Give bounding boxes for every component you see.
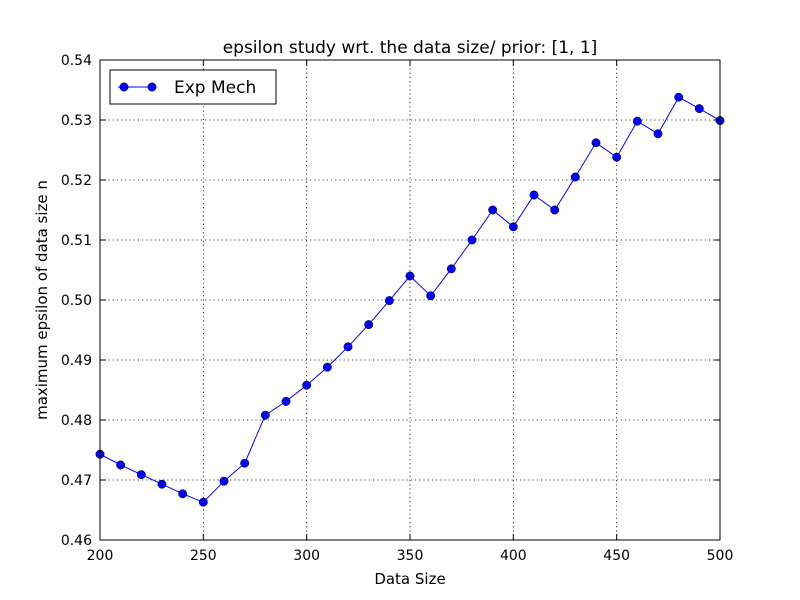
data-point bbox=[343, 342, 353, 352]
series-layer bbox=[95, 92, 725, 507]
data-point bbox=[219, 476, 229, 486]
data-point bbox=[694, 104, 704, 114]
data-point bbox=[508, 222, 518, 232]
data-point bbox=[653, 129, 663, 139]
data-point bbox=[405, 271, 415, 281]
data-point bbox=[198, 497, 208, 507]
x-tick-label: 400 bbox=[500, 548, 527, 564]
y-tick-label: 0.54 bbox=[61, 53, 92, 69]
y-tick-label: 0.52 bbox=[61, 173, 92, 189]
data-point bbox=[446, 264, 456, 274]
data-point bbox=[240, 458, 250, 468]
data-point bbox=[136, 470, 146, 480]
data-point bbox=[178, 489, 188, 499]
data-point bbox=[591, 138, 601, 148]
grid bbox=[100, 60, 720, 540]
y-axis-label: maximum epsilon of data size n bbox=[33, 180, 51, 420]
y-tick-label: 0.51 bbox=[61, 233, 92, 249]
legend: Exp Mech bbox=[109, 69, 277, 105]
legend-marker bbox=[147, 82, 157, 92]
data-point bbox=[426, 291, 436, 301]
y-tick-label: 0.46 bbox=[61, 533, 92, 549]
data-point bbox=[632, 116, 642, 126]
x-tick-label: 300 bbox=[293, 548, 320, 564]
x-tick-label: 200 bbox=[87, 548, 114, 564]
y-tick-label: 0.49 bbox=[61, 353, 92, 369]
data-point bbox=[384, 296, 394, 306]
data-point bbox=[302, 380, 312, 390]
x-axis-label: Data Size bbox=[374, 570, 445, 588]
data-point bbox=[674, 92, 684, 102]
x-tick-label: 250 bbox=[190, 548, 217, 564]
data-point bbox=[364, 320, 374, 330]
data-point bbox=[260, 410, 270, 420]
legend-label: Exp Mech bbox=[174, 78, 256, 98]
x-tick-label: 350 bbox=[397, 548, 424, 564]
data-point bbox=[281, 396, 291, 406]
data-point bbox=[116, 460, 126, 470]
y-tick-label: 0.50 bbox=[61, 293, 92, 309]
x-tick-label: 450 bbox=[603, 548, 630, 564]
data-point bbox=[529, 190, 539, 200]
ticks: 200 250 300 350 400 450 500 0.46 0.47 0.48 0.49 0.5… bbox=[61, 53, 734, 564]
chart-title: epsilon study wrt. the data size/ prior:… bbox=[223, 38, 598, 58]
data-point bbox=[570, 172, 580, 182]
data-point bbox=[488, 205, 498, 215]
y-tick-label: 0.47 bbox=[61, 473, 92, 489]
legend-marker bbox=[119, 82, 129, 92]
y-tick-label: 0.53 bbox=[61, 113, 92, 129]
y-tick-label: 0.48 bbox=[61, 413, 92, 429]
data-point bbox=[467, 235, 477, 245]
data-point bbox=[550, 205, 560, 215]
data-point bbox=[322, 362, 332, 372]
x-tick-label: 500 bbox=[707, 548, 734, 564]
data-point bbox=[157, 479, 167, 489]
data-point bbox=[612, 152, 622, 162]
